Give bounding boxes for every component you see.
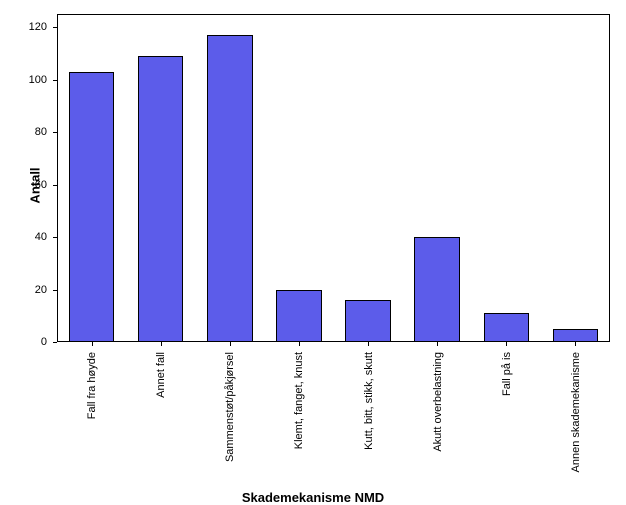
x-tick-mark	[437, 342, 438, 346]
x-tick-mark	[92, 342, 93, 346]
x-tick-label: Sammenstøt/påkjørsel	[224, 352, 236, 462]
bar-chart: Antall Skademekanisme NMD 02040608010012…	[0, 0, 626, 501]
y-tick-mark	[53, 132, 57, 133]
y-tick-mark	[53, 80, 57, 81]
bar	[69, 72, 115, 342]
y-tick-mark	[53, 342, 57, 343]
x-axis-title: Skademekanisme NMD	[0, 490, 626, 505]
y-tick-label: 100	[0, 74, 47, 86]
x-tick-label: Fall på is	[501, 352, 513, 396]
x-tick-label: Annen skademekanisme	[570, 352, 582, 472]
y-tick-label: 20	[0, 284, 47, 296]
x-tick-mark	[299, 342, 300, 346]
bar	[484, 313, 530, 342]
bar	[345, 300, 391, 342]
y-tick-mark	[53, 185, 57, 186]
x-tick-mark	[230, 342, 231, 346]
x-tick-label: Akutt overbelastning	[432, 352, 444, 452]
y-tick-label: 40	[0, 231, 47, 243]
y-tick-label: 0	[0, 336, 47, 348]
bar	[414, 237, 460, 342]
x-tick-mark	[368, 342, 369, 346]
x-tick-label: Klemt, fanget, knust	[293, 352, 305, 449]
y-tick-label: 60	[0, 179, 47, 191]
bar	[138, 56, 184, 342]
y-tick-label: 80	[0, 126, 47, 138]
y-tick-label: 120	[0, 21, 47, 33]
x-tick-label: Kutt, bitt, stikk, skutt	[363, 352, 375, 450]
bar	[553, 329, 599, 342]
y-tick-mark	[53, 290, 57, 291]
bar	[207, 35, 253, 342]
x-tick-label: Annet fall	[155, 352, 167, 398]
y-tick-mark	[53, 237, 57, 238]
y-tick-mark	[53, 27, 57, 28]
x-tick-label: Fall fra høyde	[86, 352, 98, 419]
x-tick-mark	[506, 342, 507, 346]
x-tick-mark	[575, 342, 576, 346]
bar	[276, 290, 322, 342]
x-tick-mark	[161, 342, 162, 346]
